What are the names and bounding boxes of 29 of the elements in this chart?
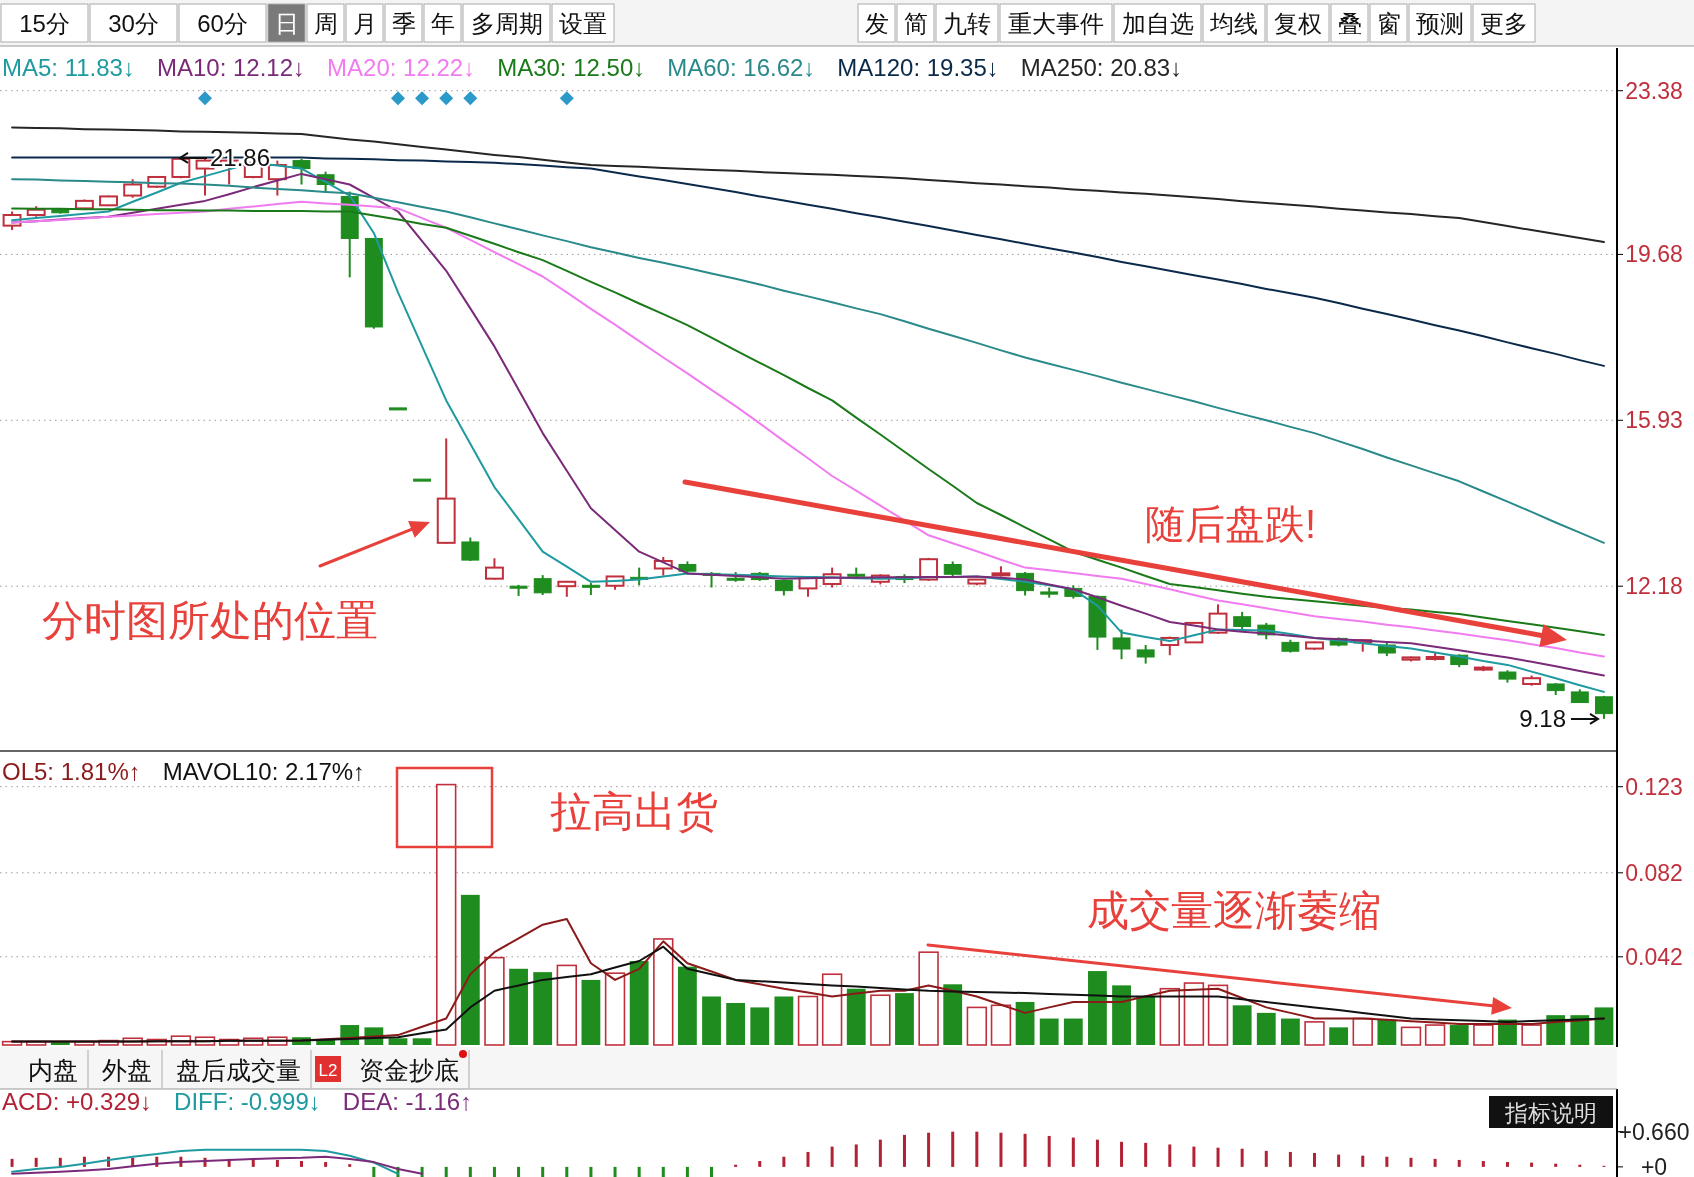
annotation: 成交量逐渐萎缩 bbox=[1087, 887, 1381, 934]
y-tick-label: 23.38 bbox=[1625, 77, 1683, 104]
series-label: DIFF: -0.999↓ bbox=[174, 1088, 321, 1115]
y-tick-label: 12.18 bbox=[1625, 573, 1683, 600]
text: MA5: 11.83↓ bbox=[2, 54, 135, 81]
y-tick-label: 15.93 bbox=[1625, 407, 1683, 434]
button-indicator-help: 指标说明 bbox=[1489, 1096, 1613, 1128]
text: MAVOL10: 2.17%↑ bbox=[162, 758, 366, 785]
text: MA30: 12.50↓ bbox=[497, 54, 646, 81]
annotation: 9.18 bbox=[1519, 704, 1566, 732]
text: MA250: 20.83↓ bbox=[1020, 54, 1183, 81]
y-tick-label: 0.082 bbox=[1625, 859, 1683, 886]
text: OL5: 1.81%↑ bbox=[2, 758, 141, 785]
y-tick-label: 19.68 bbox=[1625, 241, 1683, 268]
text: MA10: 12.12↓ bbox=[156, 54, 306, 81]
y-tick-label: +0.660 bbox=[1618, 1118, 1690, 1145]
text: MA120: 19.35↓ bbox=[837, 54, 999, 81]
text: MA20: 12.22↓ bbox=[327, 54, 476, 81]
annotation: 指标说明 bbox=[1504, 1100, 1597, 1126]
series-label: ACD: +0.329↓ bbox=[2, 1088, 153, 1115]
y-tick-label: 0.123 bbox=[1625, 773, 1683, 800]
y-tick-label: +0 bbox=[1640, 1153, 1668, 1177]
y-tick-label: 0.042 bbox=[1625, 943, 1683, 970]
annotation: 随后盘跌! bbox=[1145, 502, 1317, 546]
text: MA60: 16.62↓ bbox=[667, 54, 816, 81]
annotation: 分时图所处的位置 bbox=[42, 597, 378, 644]
annotation: 拉高出货 bbox=[550, 788, 718, 835]
series-label: DEA: -1.16↑ bbox=[342, 1088, 473, 1115]
toolbar: 15分 30分 60分 日 周 月 季 年 多周期 设置 发 简 九转 重大事件 加自选 均线 复权 叠 窗 预测 更多 bbox=[0, 0, 1694, 47]
